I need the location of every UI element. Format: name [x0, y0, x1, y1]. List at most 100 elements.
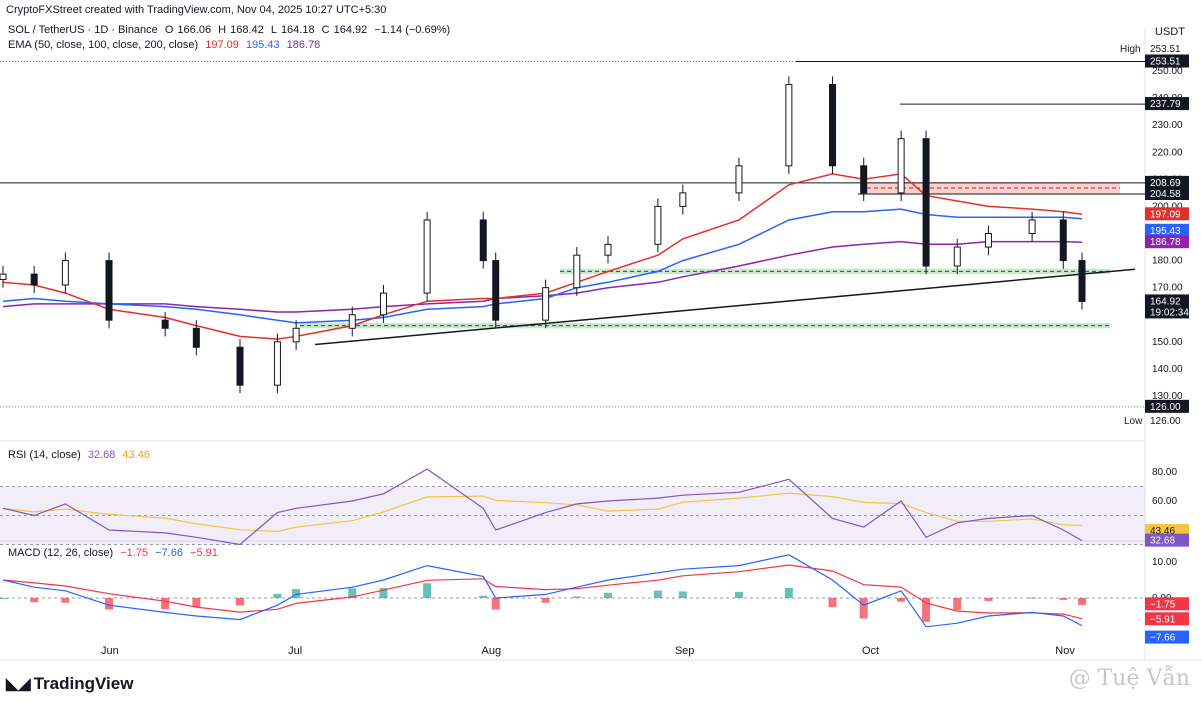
ema100-line: [2, 208, 1083, 324]
rsi-line: [2, 468, 1083, 546]
candle-body: [953, 246, 961, 267]
macd-hist-bar: [292, 589, 301, 598]
macd-hist-bar: [1028, 597, 1037, 599]
candle-body: [192, 327, 200, 348]
support-zone: [300, 322, 1110, 329]
macd-hist-bar: [922, 598, 931, 622]
macd-hist-bar: [541, 598, 550, 603]
legend-macd: MACD (12, 26, close) −1.75 −7.66 −5.91: [8, 547, 222, 559]
symbol-label[interactable]: SOL / TetherUS · 1D · Binance: [8, 24, 158, 36]
price-tick-label: 170.00: [1152, 283, 1183, 294]
high-value: 253.51: [1150, 44, 1181, 55]
price-tick-label: 250.00: [1152, 66, 1183, 77]
macd-hist-bar: [784, 587, 793, 598]
legend-rsi: RSI (14, close) 32.68 43.46: [8, 449, 154, 461]
macd-line: [2, 554, 1083, 628]
candle-body: [897, 138, 905, 194]
price-tick-label: 180.00: [1152, 256, 1183, 267]
tag-low-bg: [1145, 399, 1189, 413]
price-tick-label: 200.00: [1152, 201, 1183, 212]
time-tick-label: Sep: [675, 645, 695, 657]
ohlc-high: H 168.42: [218, 24, 264, 36]
signal-value: −5.91: [190, 547, 218, 559]
price-tick-label: 220.00: [1152, 147, 1183, 158]
candle-body: [236, 346, 244, 386]
tag-204-bg: [1145, 187, 1189, 201]
candle-body: [542, 287, 550, 321]
candle-body: [922, 138, 930, 267]
macd-tick-label: 10.00: [1152, 557, 1177, 568]
low-value: 126.00: [1150, 416, 1181, 427]
macd-hist-bar: [953, 598, 962, 611]
macd-label[interactable]: MACD (12, 26, close): [8, 547, 114, 559]
tag-signal-bg: [1145, 612, 1189, 626]
tag-208: 208.69: [1150, 178, 1181, 189]
price-tick-label: 230.00: [1152, 120, 1183, 131]
legend-ema: EMA (50, close, 100, close, 200, close) …: [8, 39, 324, 51]
macd-hist-bar: [572, 596, 581, 598]
candle-body: [105, 260, 113, 321]
tag-last-countdown: 19:02:34: [1150, 307, 1189, 318]
candle-body: [735, 165, 743, 194]
candle-body: [273, 341, 281, 386]
tag-last-bg: [1145, 294, 1189, 319]
tag-ema100-bg: [1145, 223, 1189, 237]
candle-body: [479, 219, 487, 262]
tag-macd-hist-bg: [1145, 597, 1189, 611]
price-tick-label: 150.00: [1152, 337, 1183, 348]
macd-hist-bar: [30, 598, 39, 603]
price-tick-label: 130.00: [1152, 391, 1183, 402]
macd-hist-bar: [61, 598, 70, 603]
tag-macd-hist: −1.75: [1150, 599, 1176, 610]
macd-hist-bar: [1059, 598, 1068, 600]
ema200-line: [2, 240, 1083, 313]
rsi-label[interactable]: RSI (14, close): [8, 449, 81, 461]
time-tick-label: Jul: [288, 645, 302, 657]
ohlc-change: −1.14 (−0.69%): [374, 24, 451, 36]
candle-body: [573, 254, 581, 289]
candle-body: [61, 260, 69, 286]
price-tick-label: 140.00: [1152, 364, 1183, 375]
rsi-tick-label: 80.00: [1152, 467, 1177, 478]
ema200-value: 186.78: [286, 39, 321, 51]
candle-body: [1059, 219, 1067, 262]
tag-rsi: 32.68: [1150, 536, 1175, 547]
candle-body: [423, 219, 431, 294]
tradingview-logo[interactable]: ◣◢ TradingView: [6, 674, 134, 693]
candle-body: [679, 192, 687, 207]
rsi-ma-line: [2, 492, 1083, 533]
candle-body: [348, 314, 356, 329]
credit-text: CryptoFXStreet created with TradingView.…: [6, 4, 387, 16]
ema100-value: 195.43: [245, 39, 280, 51]
candle-body: [654, 205, 662, 245]
tag-204: 204.58: [1150, 189, 1181, 200]
macd-hist-bar: [859, 598, 868, 619]
candle-body: [292, 327, 300, 343]
candle-body: [984, 233, 992, 248]
candle-body: [785, 84, 793, 167]
tag-ema50-bg: [1145, 207, 1189, 221]
tag-high-bg: [1145, 54, 1189, 68]
candle-body: [604, 243, 612, 256]
macd-hist-bar: [828, 598, 837, 608]
high-label: High: [1120, 44, 1141, 55]
tag-237-bg: [1145, 97, 1189, 111]
macd-hist-bar: [984, 598, 993, 601]
ema-label[interactable]: EMA (50, close, 100, close, 200, close): [8, 39, 199, 51]
ema50-line: [2, 173, 1083, 340]
macd-hist-bar: [348, 588, 357, 598]
ema50-value: 197.09: [205, 39, 239, 51]
ohlc-low: L 164.18: [270, 24, 315, 36]
macd-hist-bar: [379, 587, 388, 598]
tag-ema200-bg: [1145, 235, 1189, 249]
macd-hist-bar: [273, 593, 282, 598]
tag-ema200: 186.78: [1150, 237, 1181, 248]
tag-ema50: 197.09: [1150, 209, 1181, 220]
tag-ema100: 195.43: [1150, 226, 1181, 237]
time-tick-label: Jun: [101, 645, 119, 657]
macd-value: −7.66: [155, 547, 183, 559]
tag-signal: −5.91: [1150, 614, 1176, 625]
candle-body: [1078, 260, 1086, 302]
low-label: Low: [1124, 416, 1143, 427]
